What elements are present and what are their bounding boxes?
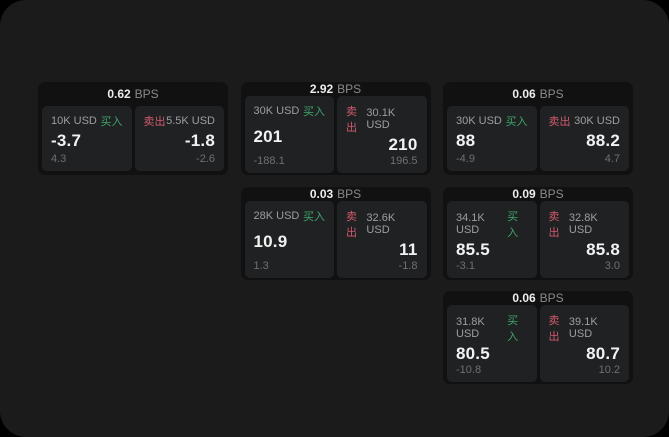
buy-price: 88 <box>456 131 476 150</box>
bps-suffix-label: BPS <box>337 186 362 201</box>
bps-header: 2.92 BPS <box>241 82 431 96</box>
sell-quote-tile[interactable]: 卖出 32.8K USD 85.8 3.0 <box>539 200 629 278</box>
buy-price: 80.5 <box>456 344 490 363</box>
sell-sub-value: 196.5 <box>389 155 418 167</box>
sell-size-label: 39.1K USD <box>568 316 598 340</box>
buy-sub-value: -3.1 <box>456 259 475 272</box>
bps-value: 0.62 <box>107 87 131 101</box>
sell-quote-tile[interactable]: 卖出 30.1K USD 210 196.5 <box>337 96 427 173</box>
bps-suffix-label: BPS <box>539 87 564 101</box>
sell-side-label: 卖出 <box>346 106 357 134</box>
buy-size-label: 30K USD <box>253 105 300 117</box>
quote-card: 0.06 BPS 31.8K USD 买入 80.5 -10.8 卖出 39.1… <box>443 291 633 384</box>
sell-sub-value: 3.0 <box>604 259 620 272</box>
sell-quote-tile[interactable]: 卖出 32.6K USD 11 -1.8 <box>337 200 427 278</box>
bps-suffix-label: BPS <box>539 291 564 305</box>
buy-side-label: 买入 <box>303 210 325 223</box>
buy-price: 85.5 <box>456 239 490 259</box>
sell-price: 88.2 <box>586 131 620 150</box>
sell-quote-tile[interactable]: 卖出 5.5K USD -1.8 -2.6 <box>134 106 224 171</box>
sell-side-label: 卖出 <box>548 116 571 128</box>
sell-size-label: 32.6K USD <box>366 211 396 236</box>
sell-price: 85.8 <box>586 239 620 259</box>
bps-header: 0.06 BPS <box>443 82 633 106</box>
buy-quote-tile[interactable]: 31.8K USD 买入 80.5 -10.8 <box>447 305 537 382</box>
buy-quote-tile[interactable]: 30K USD 买入 88 -4.9 <box>447 106 537 171</box>
sell-price: -1.8 <box>184 131 215 150</box>
sell-size-label: 32.8K USD <box>568 211 598 236</box>
buy-side-label: 买入 <box>100 116 123 128</box>
sell-side-label: 卖出 <box>143 116 166 128</box>
buy-price: -3.7 <box>51 131 82 150</box>
bps-value: 0.03 <box>309 186 334 201</box>
bps-value: 0.09 <box>512 186 536 201</box>
bps-suffix-label: BPS <box>134 87 159 101</box>
buy-side-label: 买入 <box>303 106 325 118</box>
sell-price: 80.7 <box>586 344 620 363</box>
bps-value: 2.92 <box>309 82 334 96</box>
sell-sub-value: -1.8 <box>398 259 418 272</box>
buy-quote-tile[interactable]: 34.1K USD 买入 85.5 -3.1 <box>447 200 537 278</box>
sell-quote-tile[interactable]: 卖出 30K USD 88.2 4.7 <box>539 106 629 171</box>
sell-price: 210 <box>388 135 418 154</box>
bps-value: 0.06 <box>512 87 536 101</box>
bps-header: 0.09 BPS <box>443 187 633 201</box>
sell-side-label: 卖出 <box>548 210 560 239</box>
buy-sub-value: -4.9 <box>456 153 475 165</box>
sell-side-label: 卖出 <box>548 315 560 343</box>
buy-side-label: 买入 <box>505 116 528 128</box>
bps-header: 0.03 BPS <box>241 187 431 201</box>
quote-card: 0.03 BPS 28K USD 买入 10.9 1.3 卖出 32.6K US… <box>240 186 431 280</box>
buy-size-label: 10K USD <box>51 115 97 127</box>
quote-card: 0.06 BPS 30K USD 买入 88 -4.9 卖出 30K USD <box>443 82 633 175</box>
quote-card: 0.09 BPS 34.1K USD 买入 85.5 -3.1 卖出 32.8K… <box>443 186 633 280</box>
buy-sub-value: -10.8 <box>456 364 482 376</box>
buy-sub-value: -188.1 <box>253 155 285 167</box>
buy-quote-tile[interactable]: 30K USD 买入 201 -188.1 <box>244 96 334 173</box>
quote-card: 2.92 BPS 30K USD 买入 201 -188.1 卖出 30.1K … <box>240 82 431 175</box>
sell-sub-value: 4.7 <box>604 153 620 165</box>
sell-price: 11 <box>399 239 418 259</box>
buy-side-label: 买入 <box>507 315 519 343</box>
bps-suffix-label: BPS <box>337 82 362 96</box>
buy-price: 201 <box>253 127 283 146</box>
quote-card-grid: 0.62 BPS 10K USD 买入 -3.7 4.3 卖出 5.5K USD <box>38 82 633 384</box>
buy-size-label: 30K USD <box>456 115 502 127</box>
sell-quote-tile[interactable]: 卖出 39.1K USD 80.7 10.2 <box>539 305 629 382</box>
buy-size-label: 28K USD <box>253 209 300 222</box>
bps-suffix-label: BPS <box>539 186 564 201</box>
buy-price: 10.9 <box>253 231 288 251</box>
buy-side-label: 买入 <box>507 210 519 239</box>
buy-quote-tile[interactable]: 10K USD 买入 -3.7 4.3 <box>42 106 132 171</box>
sell-size-label: 30K USD <box>574 115 620 127</box>
buy-size-label: 34.1K USD <box>456 211 485 236</box>
sell-sub-value: -2.6 <box>196 153 215 165</box>
buy-sub-value: 4.3 <box>51 153 67 165</box>
sell-sub-value: 10.2 <box>598 364 620 376</box>
bps-header: 0.62 BPS <box>38 82 228 106</box>
buy-sub-value: 1.3 <box>253 259 269 272</box>
quote-card: 0.62 BPS 10K USD 买入 -3.7 4.3 卖出 5.5K USD <box>38 82 228 175</box>
buy-size-label: 31.8K USD <box>456 316 485 340</box>
sell-size-label: 5.5K USD <box>166 115 215 127</box>
buy-quote-tile[interactable]: 28K USD 买入 10.9 1.3 <box>244 200 334 278</box>
bps-value: 0.06 <box>512 291 536 305</box>
bps-header: 0.06 BPS <box>443 291 633 305</box>
sell-side-label: 卖出 <box>346 210 357 239</box>
sell-size-label: 30.1K USD <box>366 107 396 131</box>
